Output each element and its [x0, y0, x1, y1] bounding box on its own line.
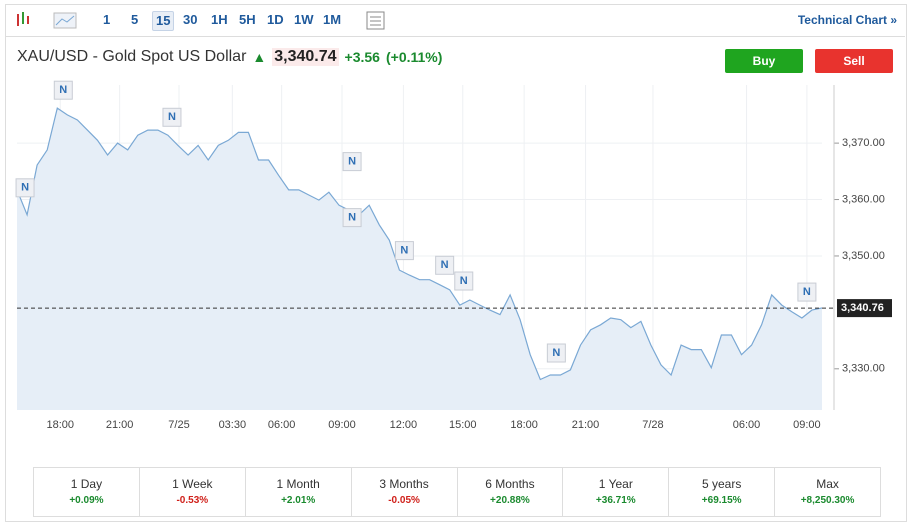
- news-marker: [162, 107, 182, 127]
- x-tick-label: 09:00: [793, 419, 821, 431]
- interval[interactable]: 1: [103, 12, 111, 27]
- period: 1 Month: [276, 477, 320, 491]
- perf-cell[interactable]: 3 Months -0.05%: [350, 468, 457, 516]
- x-tick-label: 18:00: [510, 419, 538, 431]
- news-marker: [53, 80, 73, 100]
- x-tick-label: 03:30: [219, 419, 247, 431]
- x-tick-label: 06:00: [268, 419, 296, 431]
- x-tick-label: 7/28: [642, 419, 663, 431]
- perf-cell[interactable]: 1 Day +0.09%: [34, 468, 139, 516]
- x-tick-label: 12:00: [390, 419, 418, 431]
- period: 1 Week: [172, 477, 213, 491]
- news-marker-label: N: [168, 111, 176, 123]
- perf-cell[interactable]: 5 years +69.15%: [668, 468, 774, 516]
- x-tick-label: 7/25: [168, 419, 189, 431]
- interval[interactable]: 1M: [323, 12, 342, 27]
- change: +20.88%: [490, 495, 530, 506]
- x-tick-label: 21:00: [572, 419, 600, 431]
- interval[interactable]: 30: [183, 12, 198, 27]
- area: [17, 108, 822, 410]
- x-tick-label: 21:00: [106, 419, 134, 431]
- change: -0.05%: [388, 495, 420, 506]
- change: +3.56: [344, 49, 380, 65]
- period: 6 Months: [485, 477, 535, 491]
- period: 1 Day: [70, 477, 103, 491]
- period: Max: [816, 477, 839, 491]
- sell-button[interactable]: Sell: [815, 49, 893, 73]
- period: 3 Months: [379, 477, 429, 491]
- perf-cell[interactable]: Max +8,250.30%: [774, 468, 880, 516]
- news-marker: [342, 152, 362, 172]
- change: +69.15%: [701, 495, 742, 506]
- news-marker-label: N: [441, 259, 449, 271]
- perf-cell[interactable]: 6 Months +20.88%: [456, 468, 563, 516]
- news-marker-label: N: [552, 347, 560, 359]
- x-tick-label: 18:00: [47, 419, 75, 431]
- interval[interactable]: 15: [152, 11, 175, 31]
- news-marker: [546, 343, 566, 363]
- interval[interactable]: 5: [131, 12, 139, 27]
- period: 1 Year: [598, 477, 633, 491]
- price: 3,340.74: [272, 48, 339, 66]
- news-marker: [797, 282, 817, 302]
- news-marker-label: N: [400, 245, 408, 257]
- news-marker-label: N: [460, 275, 468, 287]
- frame: [5, 4, 907, 522]
- technical-chart-link[interactable]: Technical Chart »: [797, 13, 897, 27]
- y-tick-label: 3,330.00: [842, 363, 885, 375]
- up-arrow: ▲: [252, 49, 267, 65]
- perf-cell[interactable]: 1 Week -0.53%: [138, 468, 245, 516]
- interval[interactable]: 1W: [294, 12, 314, 27]
- current-price-box: [837, 299, 892, 318]
- interval[interactable]: 1D: [267, 12, 284, 27]
- chart: Investing.com18:0021:007/2503:3006:0009:…: [15, 80, 892, 431]
- news-marker-label: N: [803, 286, 811, 298]
- news-marker: [454, 271, 474, 291]
- title: XAU/USD - Gold Spot US Dollar: [17, 48, 247, 65]
- x-tick-label: 09:00: [328, 419, 356, 431]
- news-marker-label: N: [348, 156, 356, 168]
- price-line: [16, 107, 823, 381]
- news-marker: [15, 178, 35, 198]
- x-tick-label: 06:00: [733, 419, 761, 431]
- news-marker: [342, 208, 362, 228]
- buy-button[interactable]: Buy: [725, 49, 803, 73]
- layout-icon[interactable]: [365, 10, 387, 32]
- y-tick-label: 3,370.00: [842, 137, 885, 149]
- change: +8,250.30%: [800, 495, 855, 506]
- x-tick-label: 15:00: [449, 419, 477, 431]
- news-marker-label: N: [59, 84, 67, 96]
- period: 5 years: [702, 477, 742, 491]
- perf-cell[interactable]: 1 Month +2.01%: [244, 468, 351, 516]
- interval[interactable]: 5H: [239, 12, 256, 27]
- change: +0.09%: [69, 495, 104, 506]
- news-marker-label: N: [21, 182, 29, 194]
- current-price-label: 3,340.76: [841, 302, 884, 314]
- news-marker: [435, 255, 455, 275]
- news-marker: [394, 241, 414, 261]
- change-pct: (+0.11%): [385, 49, 443, 65]
- header: XAU/USD - Gold Spot US Dollar ▲ 3,340.74…: [17, 48, 442, 66]
- change: -0.53%: [176, 495, 209, 506]
- change: +2.01%: [281, 495, 316, 506]
- perf-cell[interactable]: 1 Year +36.71%: [562, 468, 668, 516]
- y-tick-label: 3,360.00: [842, 193, 885, 205]
- change: +36.71%: [595, 495, 636, 506]
- y-tick-label: 3,350.00: [842, 250, 885, 262]
- news-marker-label: N: [348, 212, 356, 224]
- toolbar: 1 5 15 30 1H 5H 1D 1W 1M Technical Chart »: [5, 4, 905, 37]
- interval[interactable]: 1H: [211, 12, 228, 27]
- toolbar-icons[interactable]: [14, 10, 84, 32]
- performance-table: 1 Day +0.09% 1 Week -0.53% 1 Month +2.01% 3 Mo…: [33, 467, 881, 517]
